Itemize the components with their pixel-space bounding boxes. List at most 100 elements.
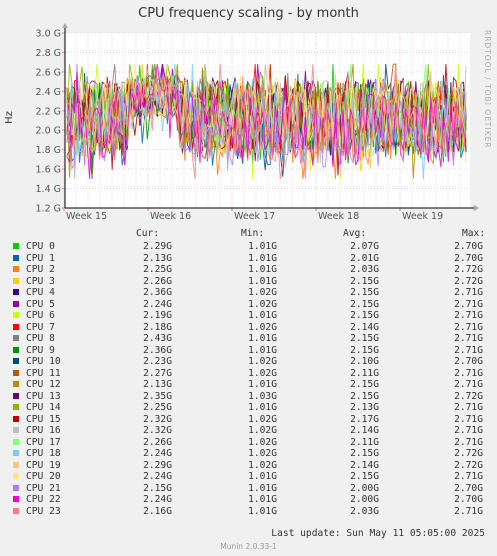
legend-swatch — [13, 484, 19, 491]
legend-swatch — [13, 312, 19, 318]
legend-max-value: 2.71G — [454, 413, 483, 425]
legend-max-value: 2.70G — [454, 494, 483, 505]
legend-series-name: CPU 7 — [26, 321, 55, 333]
legend-cur-value: 2.19G — [143, 310, 172, 321]
legend-avg-value: 2.15G — [350, 333, 379, 344]
legend-cur-value: 2.18G — [143, 321, 172, 333]
legend-avg-value: 2.10G — [350, 356, 379, 367]
legend-series-name: CPU 20 — [26, 471, 61, 482]
legend-series-name: CPU 11 — [26, 367, 61, 379]
legend-series-name: CPU 23 — [26, 505, 61, 517]
legend-avg-value: 2.11G — [350, 367, 379, 379]
chart-plot: 3.0 G 2.8 G 2.6 G 2.4 G 2.2 G 2.0 G 1.8 G 1.6 G… — [36, 23, 479, 222]
legend-min-value: 1.02G — [248, 367, 277, 379]
legend-avg-value: 2.03G — [350, 505, 379, 517]
x-tick-label: Week 18 — [318, 211, 359, 222]
legend-max-value: 2.71G — [454, 333, 483, 344]
legend-avg-value: 2.00G — [350, 482, 379, 494]
y-tick-label: 2.4 G — [36, 87, 62, 98]
legend-max-value: 2.72G — [454, 448, 483, 459]
legend-min-value: 1.02G — [248, 459, 277, 471]
legend-min-value: 1.01G — [248, 241, 277, 252]
legend-cur-value: 2.32G — [143, 413, 172, 425]
legend-min-value: 1.01G — [248, 264, 277, 275]
legend-series-name: CPU 10 — [26, 356, 61, 367]
legend-max-value: 2.72G — [454, 459, 483, 471]
legend-cur-value: 2.36G — [143, 287, 172, 298]
legend-min-value: 1.02G — [248, 321, 277, 333]
legend-swatch — [13, 346, 19, 353]
legend-cur-value: 2.27G — [143, 367, 172, 379]
legend-swatch — [13, 277, 19, 284]
legend-min-value: 1.02G — [248, 436, 277, 448]
legend-cur-value: 2.29G — [143, 459, 172, 471]
legend-series-name: CPU 19 — [26, 459, 61, 471]
legend-avg-value: 2.15G — [350, 310, 379, 321]
legend-series-name: CPU 13 — [26, 390, 61, 402]
legend-min-value: 1.02G — [248, 425, 277, 436]
y-tick-label: 2.8 G — [36, 48, 62, 59]
legend-swatch — [13, 300, 19, 307]
y-tick-label: 2.6 G — [36, 67, 62, 78]
legend-max-value: 2.71G — [454, 471, 483, 482]
legend-header-max: Max: — [462, 228, 486, 239]
legend-max-value: 2.71G — [454, 367, 483, 379]
legend-min-value: 1.01G — [248, 344, 277, 356]
munin-version: Munin 2.0.33-1 — [220, 542, 277, 551]
legend-series-name: CPU 4 — [26, 287, 55, 298]
legend-series-name: CPU 18 — [26, 448, 61, 459]
legend-avg-value: 2.13G — [350, 402, 379, 413]
legend-cur-value: 2.24G — [143, 494, 172, 505]
legend-min-value: 1.01G — [248, 310, 277, 321]
legend-cur-value: 2.36G — [143, 344, 172, 356]
legend-swatch — [13, 289, 19, 295]
legend-max-value: 2.71G — [454, 298, 483, 310]
legend-avg-value: 2.15G — [350, 275, 379, 287]
legend-cur-value: 2.25G — [143, 402, 172, 413]
rrdtool-watermark: RRDTOOL / TOBI OETIKER — [483, 30, 492, 149]
x-tick-label: Week 17 — [234, 211, 275, 222]
legend-avg-value: 2.07G — [350, 241, 379, 252]
legend-cur-value: 2.26G — [143, 436, 172, 448]
legend-swatch — [13, 358, 19, 364]
x-axis-arrow — [474, 205, 479, 211]
legend-min-value: 1.03G — [248, 390, 277, 402]
legend-max-value: 2.71G — [454, 310, 483, 321]
legend-series-name: CPU 6 — [26, 310, 55, 321]
legend-cur-value: 2.43G — [143, 333, 172, 344]
legend-swatch — [13, 450, 19, 456]
legend-swatch — [13, 243, 19, 249]
legend-avg-value: 2.15G — [350, 390, 379, 402]
x-tick-label: Week 15 — [66, 211, 107, 222]
legend-cur-value: 2.32G — [143, 425, 172, 436]
legend-swatch — [13, 335, 19, 341]
last-update: Last update: Sun May 11 05:05:00 2025 — [271, 528, 485, 539]
legend-max-value: 2.70G — [454, 482, 483, 494]
legend-max-value: 2.71G — [454, 287, 483, 298]
legend-cur-value: 2.35G — [143, 390, 172, 402]
y-tick-label: 1.6 G — [36, 165, 62, 176]
legend-cur-value: 2.13G — [143, 252, 172, 264]
legend-swatch — [13, 404, 19, 410]
legend-max-value: 2.72G — [454, 275, 483, 287]
legend-min-value: 1.02G — [248, 356, 277, 367]
legend-min-value: 1.01G — [248, 482, 277, 494]
legend-header-cur: Cur: — [136, 228, 160, 239]
legend-header-min: Min: — [241, 228, 265, 239]
legend-max-value: 2.71G — [454, 379, 483, 390]
legend-max-value: 2.71G — [454, 425, 483, 436]
legend-swatch — [13, 392, 19, 399]
legend-max-value: 2.71G — [454, 436, 483, 448]
legend-min-value: 1.01G — [248, 379, 277, 390]
legend-avg-value: 2.15G — [350, 287, 379, 298]
legend-series-name: CPU 9 — [26, 344, 55, 356]
legend-swatch — [13, 369, 19, 376]
legend-swatch — [13, 461, 19, 468]
legend-avg-value: 2.11G — [350, 436, 379, 448]
legend-series-name: CPU 22 — [26, 494, 61, 505]
legend-series-name: CPU 8 — [26, 333, 55, 344]
legend-max-value: 2.72G — [454, 264, 483, 275]
legend-avg-value: 2.17G — [350, 413, 379, 425]
chart-title: CPU frequency scaling - by month — [138, 6, 359, 21]
legend-cur-value: 2.13G — [143, 379, 172, 390]
